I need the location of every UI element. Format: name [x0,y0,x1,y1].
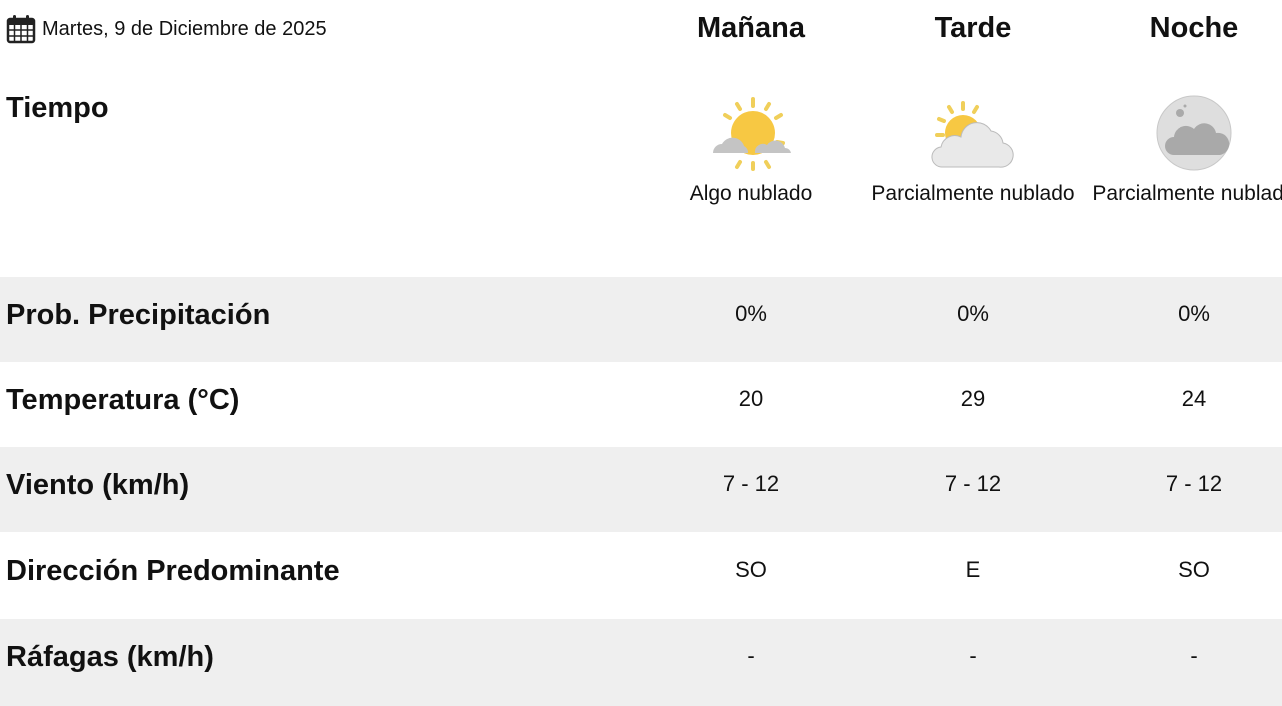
partly-cloudy-icon [931,101,1014,168]
value-night: - [1190,643,1198,668]
value-night: 24 [1181,386,1207,411]
value-afternoon: 0% [957,301,989,326]
value-night: 7 - 12 [1165,471,1223,496]
value-afternoon: 29 [960,386,986,411]
weather-morning: Algo nublado [640,95,862,211]
row-label: Dirección Predominante [6,555,340,587]
value-night: 0% [1178,301,1210,326]
moon-cloud-icon [1156,95,1232,171]
weather-label: Tiempo [6,92,109,124]
row-wind: Viento (km/h) 7 - 12 7 - 12 7 - 12 [0,447,1282,532]
row-direction: Dirección Predominante SO E SO [0,533,1282,618]
period-afternoon: Tarde [934,12,1012,44]
row-precipitation: Prob. Precipitación 0% 0% 0% [0,277,1282,362]
value-night: SO [1178,557,1210,582]
value-morning: 0% [735,301,767,326]
weather-desc: Algo nublado [689,182,813,205]
weather-desc: Parcialmente nublado [1092,182,1282,205]
value-morning: SO [735,557,767,582]
weather-afternoon: Parcialmente nublado [862,95,1084,211]
date-header: Martes, 9 de Diciembre de 2025 [6,14,327,44]
weather-desc: Parcialmente nublado [871,182,1075,205]
value-afternoon: 7 - 12 [944,471,1002,496]
value-morning: 20 [738,386,764,411]
row-gusts: Ráfagas (km/h) - - - [0,619,1282,706]
value-morning: - [747,643,755,668]
value-afternoon: - [969,643,977,668]
period-night: Noche [1149,12,1239,44]
row-label: Ráfagas (km/h) [6,641,214,673]
value-afternoon: E [965,557,981,582]
row-label: Prob. Precipitación [6,299,271,331]
weather-night: Parcialmente nublado [1083,95,1282,211]
row-temperature: Temperatura (°C) 20 29 24 [0,362,1282,447]
row-label: Temperatura (°C) [6,384,240,416]
calendar-icon [6,15,36,44]
period-morning: Mañana [697,12,805,44]
value-morning: 7 - 12 [722,471,780,496]
date-text: Martes, 9 de Diciembre de 2025 [42,17,327,40]
row-label: Viento (km/h) [6,469,190,501]
sun-cloud-icon [713,97,791,171]
